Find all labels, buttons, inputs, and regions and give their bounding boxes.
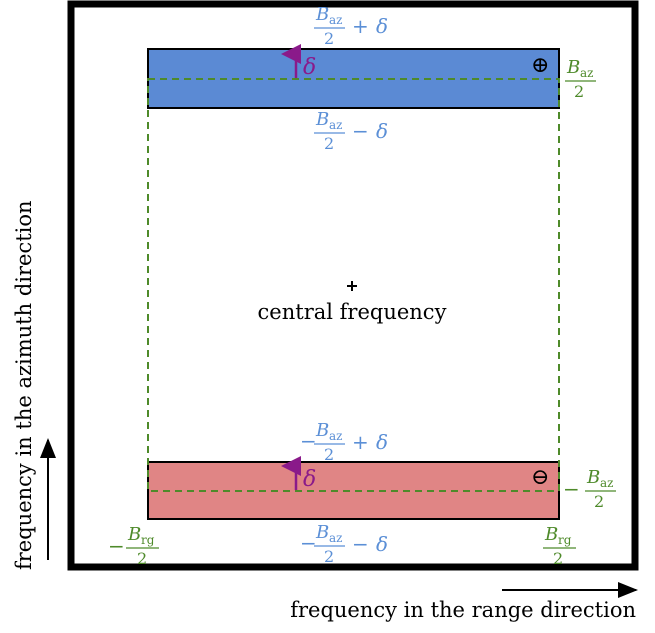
svg-text:−: − — [108, 534, 125, 558]
svg-text:az: az — [329, 531, 342, 545]
svg-text:2: 2 — [324, 445, 334, 464]
svg-text:B: B — [315, 522, 329, 543]
svg-text:B: B — [586, 467, 600, 488]
svg-text:−: − — [352, 119, 369, 143]
svg-text:2: 2 — [594, 492, 604, 511]
svg-text:2: 2 — [324, 134, 334, 153]
svg-text:az: az — [329, 429, 342, 443]
svg-text:B: B — [315, 109, 329, 130]
svg-text:B: B — [127, 524, 141, 545]
svg-text:+: + — [352, 14, 369, 38]
svg-text:−: − — [563, 477, 580, 501]
svg-text:2: 2 — [324, 547, 334, 566]
svg-text:−: − — [300, 531, 317, 555]
svg-text:rg: rg — [558, 533, 572, 547]
dashed-bandwidth-rect — [147, 78, 560, 492]
svg-text:az: az — [329, 118, 342, 132]
top-upper-label: B az 2 + δ — [314, 4, 388, 48]
svg-text:2: 2 — [553, 549, 563, 568]
svg-text:δ: δ — [376, 119, 388, 143]
svg-text:rg: rg — [141, 533, 155, 547]
svg-text:2: 2 — [574, 82, 584, 101]
svg-text:B: B — [566, 57, 580, 78]
right-bottom-green-label: − B az 2 — [563, 467, 616, 511]
svg-text:δ: δ — [376, 532, 388, 556]
central-cross-icon — [347, 281, 357, 291]
svg-text:−: − — [352, 532, 369, 556]
central-frequency-label: central frequency — [258, 300, 447, 324]
svg-text:2: 2 — [324, 29, 334, 48]
azimuth-axis-label: frequency in the azimuth direction — [12, 200, 36, 570]
svg-text:B: B — [315, 4, 329, 25]
svg-text:az: az — [600, 476, 613, 490]
top-delta-label: δ — [303, 55, 316, 80]
svg-text:δ: δ — [376, 430, 388, 454]
bottom-band — [147, 461, 560, 520]
svg-text:2: 2 — [137, 549, 147, 568]
right-bottom-rg-label: B rg 2 — [543, 524, 576, 568]
svg-text:−: − — [300, 429, 317, 453]
svg-text:+: + — [352, 430, 369, 454]
svg-text:B: B — [315, 420, 329, 441]
left-bottom-green-label: − B rg 2 — [108, 524, 159, 568]
svg-text:az: az — [580, 66, 593, 80]
svg-text:B: B — [544, 524, 558, 545]
svg-text:δ: δ — [376, 14, 388, 38]
bottom-lower-label: − B az 2 − δ — [300, 522, 388, 566]
bottom-delta-label: δ — [303, 467, 316, 492]
svg-text:az: az — [329, 13, 342, 27]
plus-circle-icon: ⊕ — [531, 53, 549, 78]
minus-circle-icon: ⊖ — [531, 465, 549, 490]
bottom-upper-label: − B az 2 + δ — [300, 420, 388, 464]
top-lower-label: B az 2 − δ — [314, 109, 388, 153]
right-top-green-label: B az 2 — [565, 57, 596, 101]
range-axis-label: frequency in the range direction — [290, 598, 636, 622]
